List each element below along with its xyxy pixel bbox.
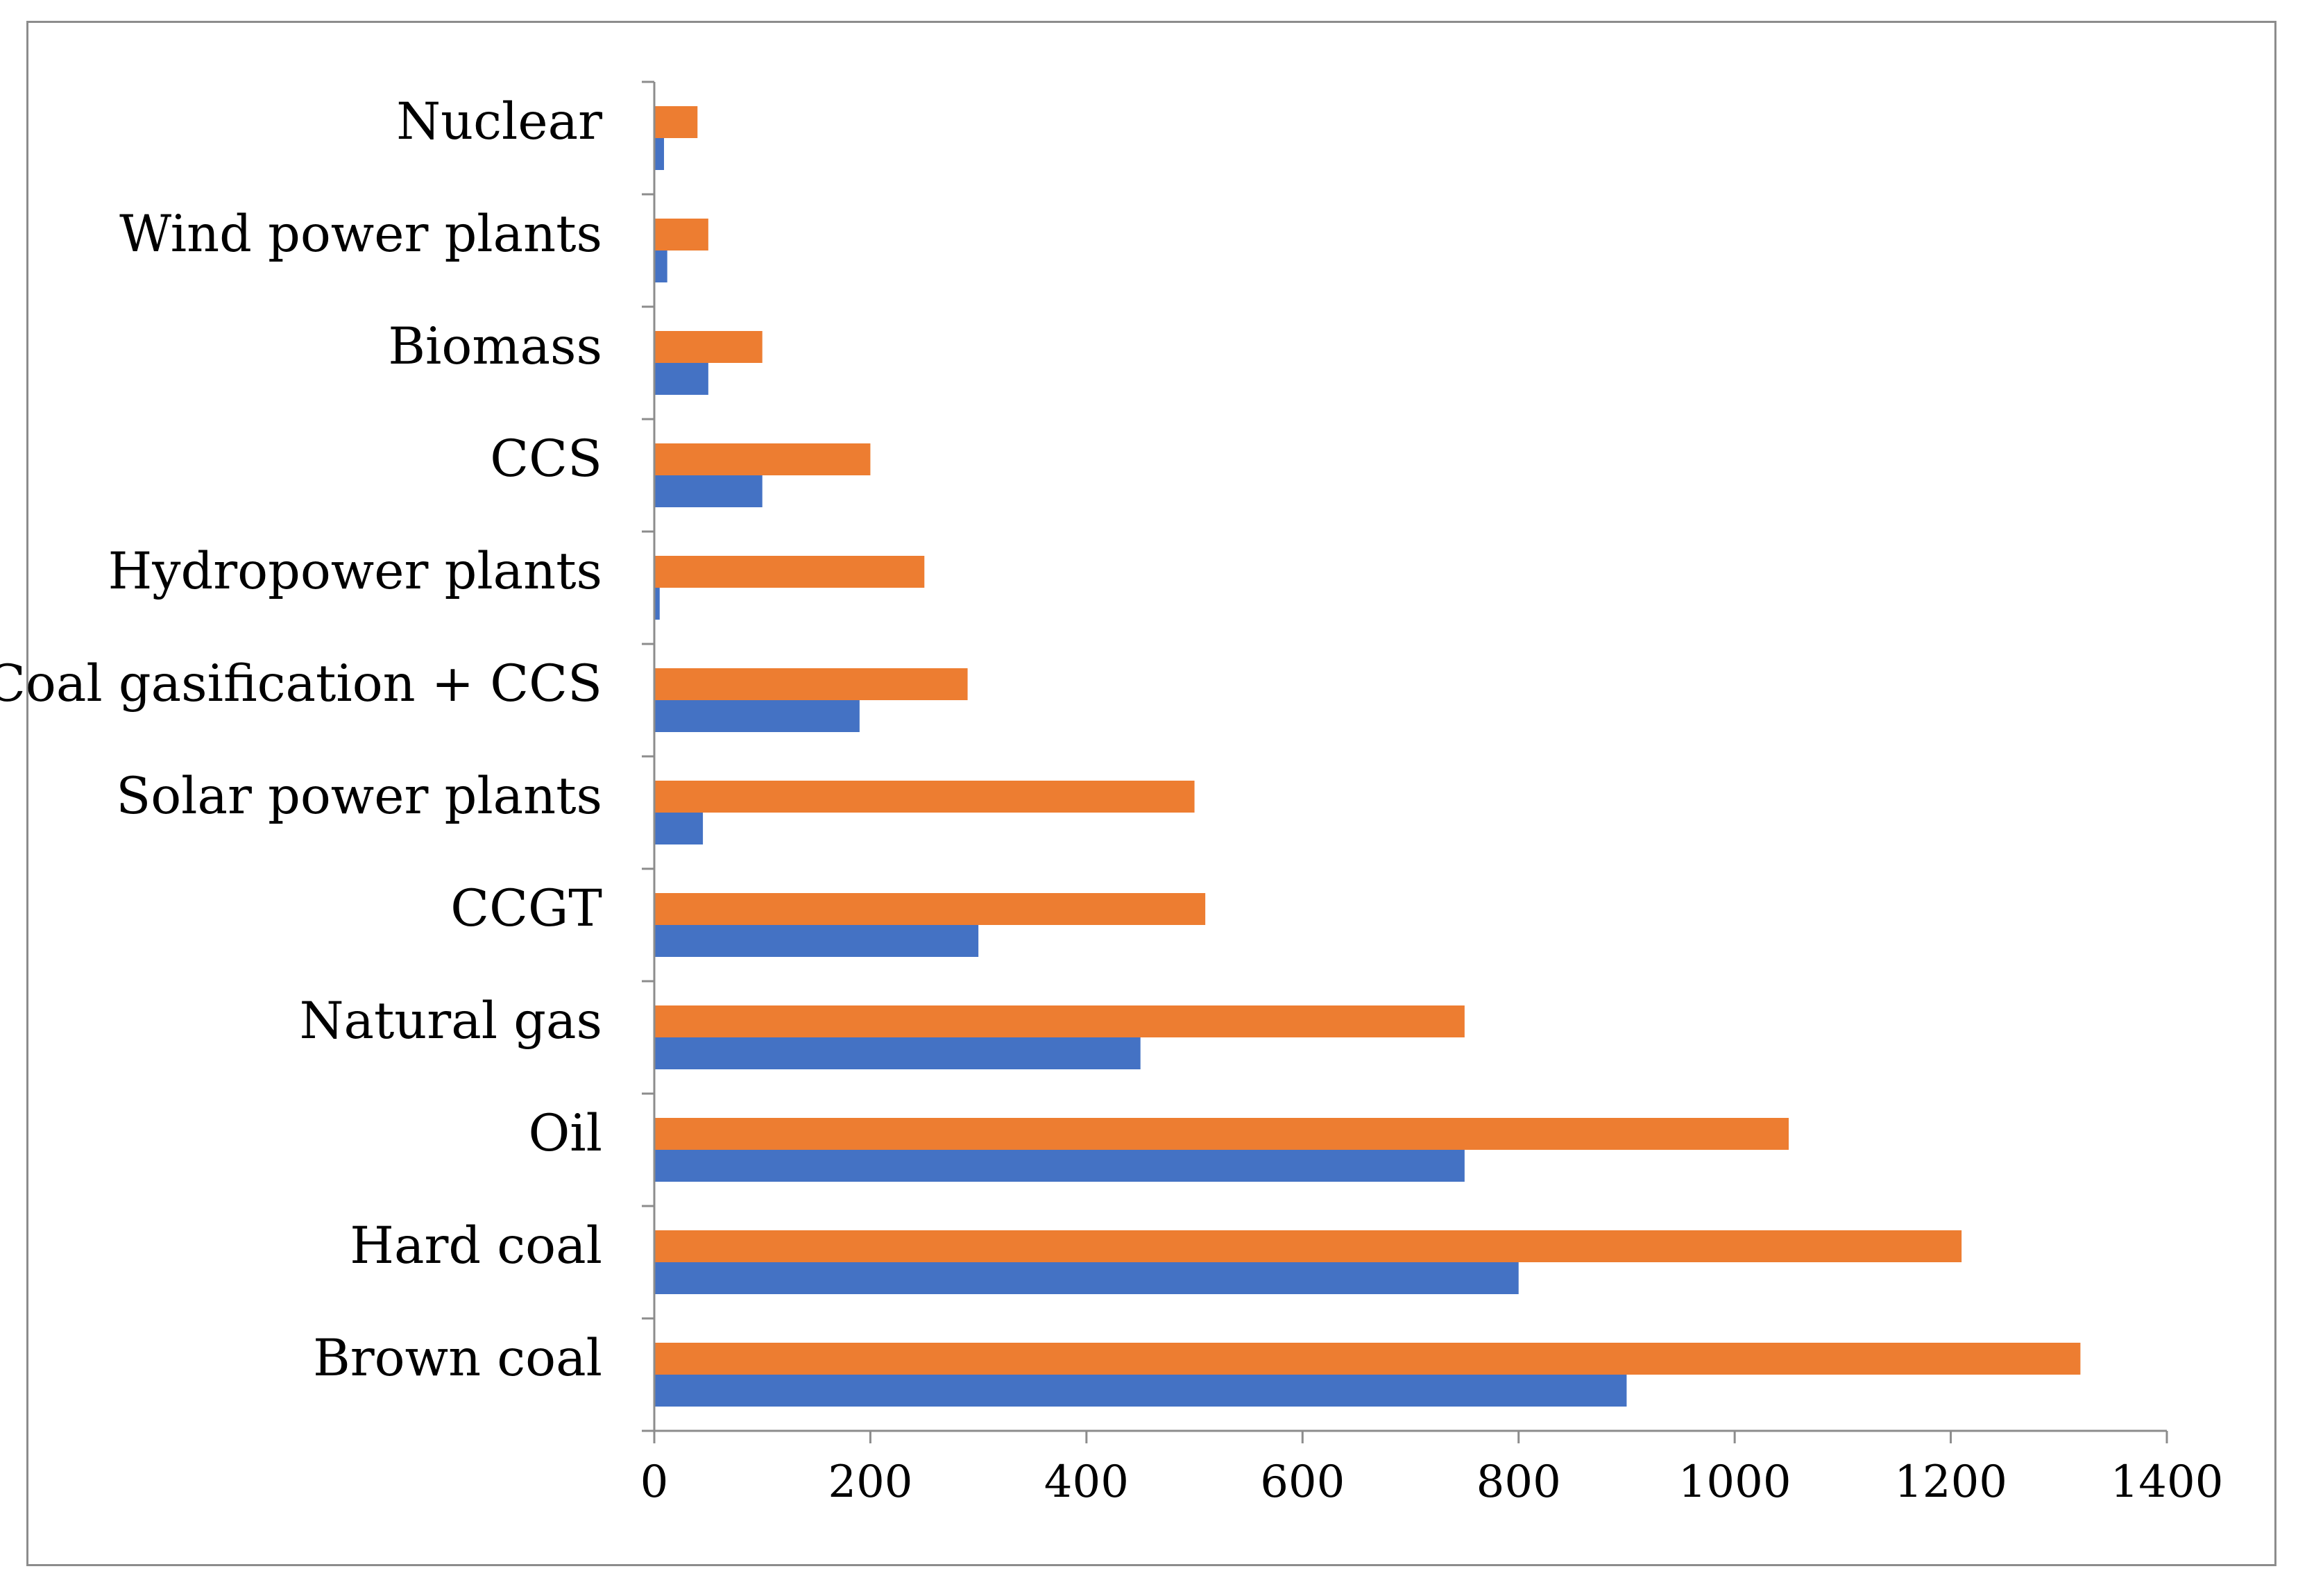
- bar-wind-power-plants-series-1: [654, 251, 667, 282]
- category-label-brown-coal: Brown coal: [313, 1329, 602, 1388]
- bar-hard-coal-series-2: [654, 1230, 1962, 1262]
- x-tick-label-200: 200: [828, 1457, 912, 1508]
- bar-oil-series-1: [654, 1150, 1465, 1182]
- bar-brown-coal-series-2: [654, 1343, 2081, 1375]
- bar-solar-power-plants-series-1: [654, 813, 704, 844]
- bar-biomass-series-2: [654, 331, 763, 363]
- bar-ccs-series-1: [654, 475, 763, 507]
- x-tick-label-400: 400: [1044, 1457, 1129, 1508]
- bar-oil-series-2: [654, 1118, 1789, 1150]
- category-label-natural-gas: Natural gas: [300, 992, 602, 1051]
- bar-biomass-series-1: [654, 363, 708, 395]
- category-label-nuclear: Nuclear: [396, 92, 602, 151]
- category-label-wind-power-plants: Wind power plants: [119, 205, 602, 264]
- axes-layer: [642, 80, 2168, 1443]
- bars-layer: [654, 106, 2081, 1407]
- bar-wind-power-plants-series-2: [654, 219, 708, 251]
- bar-nuclear-series-2: [654, 106, 698, 138]
- category-label-ccs: CCS: [490, 430, 602, 489]
- x-tick-label-1400: 1400: [2111, 1457, 2224, 1508]
- category-label-hard-coal: Hard coal: [350, 1216, 602, 1275]
- category-label-oil: Oil: [528, 1104, 602, 1163]
- x-tick-label-800: 800: [1476, 1457, 1561, 1508]
- bar-ccgt-series-1: [654, 925, 979, 957]
- bar-solar-power-plants-series-2: [654, 781, 1195, 813]
- bar-nuclear-series-1: [654, 138, 665, 170]
- bar-coal-gasification-ccs-series-2: [654, 668, 968, 700]
- bar-natural-gas-series-2: [654, 1005, 1465, 1037]
- bar-ccgt-series-2: [654, 893, 1206, 925]
- bar-hard-coal-series-1: [654, 1262, 1519, 1294]
- bar-coal-gasification-ccs-series-1: [654, 700, 860, 732]
- bar-ccs-series-2: [654, 443, 871, 475]
- bar-hydropower-plants-series-2: [654, 556, 925, 588]
- category-label-ccgt: CCGT: [450, 879, 602, 938]
- bar-natural-gas-series-1: [654, 1037, 1141, 1069]
- category-label-hydropower-plants: Hydropower plants: [108, 542, 602, 601]
- x-tick-label-1200: 1200: [1894, 1457, 2007, 1508]
- category-label-coal-gasification-ccs: Coal gasification + CCS: [0, 654, 602, 713]
- bar-brown-coal-series-1: [654, 1375, 1627, 1407]
- x-tick-label-0: 0: [640, 1457, 669, 1508]
- x-tick-label-600: 600: [1260, 1457, 1345, 1508]
- category-label-biomass: Biomass: [388, 317, 602, 376]
- labels-layer: Brown coal Hard coal Oil Natural gas CCGT Sol…: [0, 92, 2223, 1508]
- bar-hydropower-plants-series-1: [654, 588, 660, 620]
- category-label-solar-power-plants: Solar power plants: [116, 767, 602, 826]
- x-tick-label-1000: 1000: [1678, 1457, 1791, 1508]
